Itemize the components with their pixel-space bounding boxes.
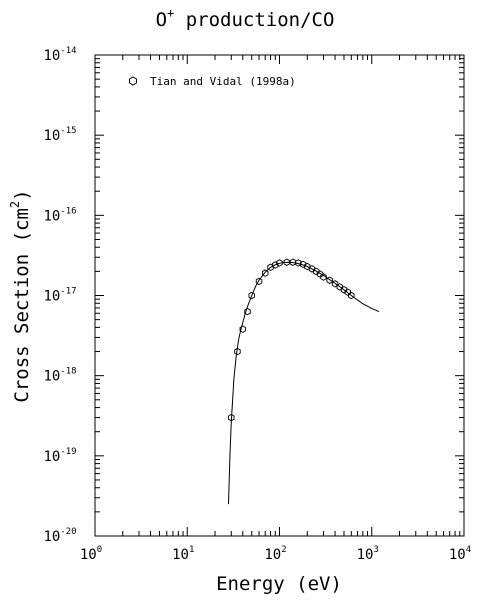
- axis-ticks: [94, 54, 465, 537]
- y-tick-label-exponent: -14: [60, 46, 76, 56]
- data-point-marker: [336, 283, 343, 291]
- y-tick-label: 10-14: [43, 46, 76, 64]
- data-point-marker: [283, 258, 291, 266]
- y-tick-label-exponent: -19: [60, 447, 76, 457]
- data-point-marker: [320, 273, 327, 281]
- data-markers: [228, 258, 355, 422]
- x-tick-label-base: 10: [357, 547, 374, 563]
- y-tick-label-base: 10: [43, 449, 60, 465]
- x-tick-label: 101: [172, 545, 194, 563]
- legend-marker-hexagon: [129, 76, 137, 86]
- x-tick-label: 100: [80, 545, 102, 563]
- data-point-marker: [299, 260, 307, 269]
- y-tick-label: 10-17: [43, 287, 76, 305]
- data-point-marker: [326, 276, 333, 284]
- y-tick-label-exponent: -18: [60, 367, 76, 377]
- data-point-marker: [312, 267, 320, 276]
- x-tick-label-exponent: 0: [97, 545, 102, 555]
- y-tick-label-exponent: -15: [60, 126, 76, 136]
- y-tick-label: 10-19: [43, 447, 76, 465]
- data-point-marker: [316, 270, 324, 278]
- data-point-marker: [244, 307, 251, 316]
- x-tick-label-base: 10: [80, 547, 97, 563]
- data-point-marker: [228, 413, 235, 422]
- data-point-marker: [276, 259, 283, 267]
- x-tick-label-exponent: 2: [281, 545, 286, 555]
- data-point-marker: [289, 258, 297, 266]
- y-tick-label-base: 10: [43, 289, 60, 305]
- data-point-marker: [308, 265, 316, 273]
- x-tick-label-base: 10: [264, 547, 281, 563]
- data-point-marker: [331, 280, 339, 288]
- x-tick-label-exponent: 3: [373, 545, 378, 555]
- chart-title-rest: production/CO: [174, 9, 334, 31]
- x-tick-label-base: 10: [172, 547, 189, 563]
- data-point-marker: [267, 263, 274, 271]
- x-tick-label-exponent: 4: [466, 545, 471, 555]
- x-tick-label-exponent: 1: [189, 545, 194, 555]
- chart-title-superscript: +: [167, 6, 174, 20]
- y-tick-label-exponent: -16: [60, 206, 76, 216]
- plot-frame: [94, 54, 465, 537]
- x-axis-label: Energy (eV): [216, 573, 342, 595]
- y-tick-label-base: 10: [43, 529, 60, 545]
- legend: Tian and Vidal (1998a): [129, 75, 296, 88]
- x-tick-label: 104: [449, 545, 471, 563]
- data-point-marker: [344, 288, 352, 296]
- y-tick-label-base: 10: [43, 208, 60, 224]
- data-point-marker: [348, 291, 355, 300]
- data-point-marker: [272, 261, 279, 269]
- y-axis-label: Cross Section (cm2): [8, 189, 33, 402]
- data-point-marker: [248, 291, 255, 300]
- y-tick-label: 10-16: [43, 206, 76, 224]
- y-tick-label-base: 10: [43, 128, 60, 144]
- data-point-marker: [255, 277, 263, 286]
- y-tick-label-base: 10: [43, 48, 60, 64]
- y-axis-label-superscript: 2: [8, 201, 22, 208]
- x-tick-label: 103: [357, 545, 379, 563]
- y-tick-label: 10-18: [43, 367, 76, 385]
- y-tick-label-exponent: -20: [60, 527, 76, 537]
- x-tick-label-base: 10: [449, 547, 466, 563]
- y-tick-label-exponent: -17: [60, 287, 76, 297]
- data-point-marker: [295, 259, 302, 267]
- chart-title: O+ production/CO: [156, 6, 335, 31]
- chart-title-main: O: [156, 9, 167, 31]
- data-point-marker: [340, 286, 348, 294]
- data-point-marker: [304, 262, 311, 271]
- y-axis-label-close: ): [11, 189, 33, 200]
- x-tick-labels: 100 101 102 103 104: [80, 545, 471, 563]
- data-point-marker: [239, 325, 247, 333]
- legend-label: Tian and Vidal (1998a): [150, 75, 296, 88]
- y-tick-label-base: 10: [43, 369, 60, 385]
- data-point-marker: [261, 269, 269, 277]
- x-tick-label: 102: [264, 545, 286, 563]
- data-point-marker: [234, 347, 241, 356]
- y-tick-label: 10-20: [43, 527, 76, 545]
- y-tick-label: 10-15: [43, 126, 76, 144]
- y-axis-label-main: Cross Section (cm: [11, 208, 33, 402]
